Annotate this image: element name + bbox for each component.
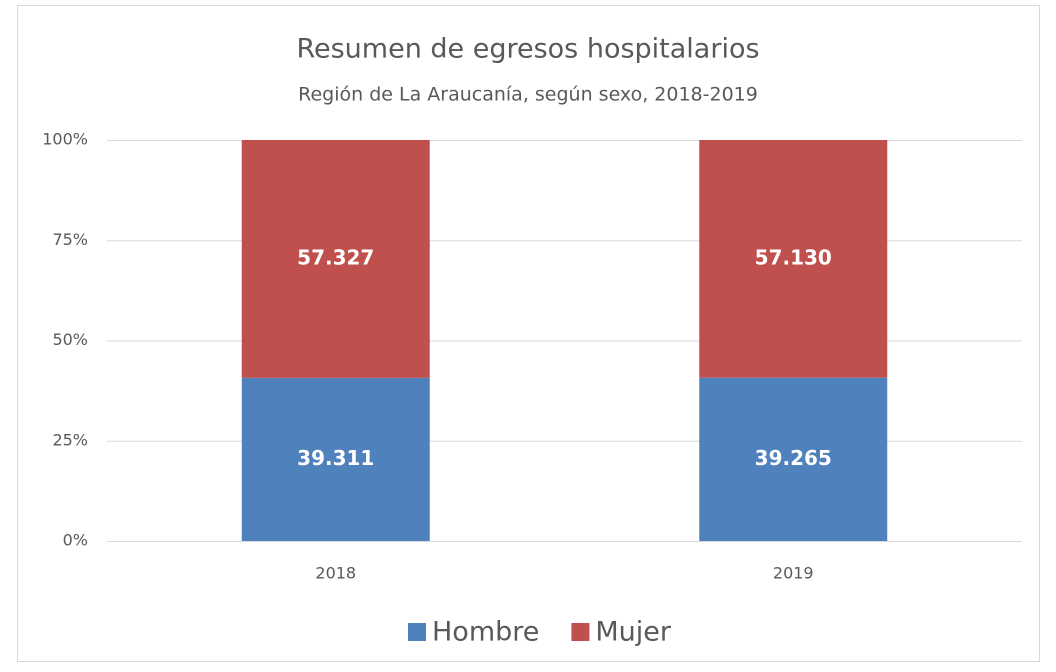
bar-segment [241,377,430,541]
data-label: 39.311 [297,446,374,470]
x-tick-label: 2019 [773,564,814,583]
data-label: 57.327 [297,245,374,269]
y-tick-label: 75% [52,230,88,249]
y-tick-label: 25% [52,430,88,449]
bar-segment [699,140,888,378]
chart-title: Resumen de egresos hospitalarios [296,34,759,65]
bar-segment [699,377,888,541]
y-tick-label: 100% [42,130,88,149]
y-tick-label: 0% [63,531,88,550]
legend-swatch [571,623,590,641]
data-label: 57.130 [755,245,832,269]
chart-subtitle: Región de La Araucanía, según sexo, 2018… [298,84,758,106]
legend-label: Mujer [595,617,672,648]
y-tick-label: 50% [52,330,88,349]
legend-label: Hombre [432,617,539,648]
legend-swatch [408,623,426,641]
bar-segment [241,140,430,378]
data-label: 39.265 [755,446,832,470]
x-tick-label: 2018 [315,564,356,583]
